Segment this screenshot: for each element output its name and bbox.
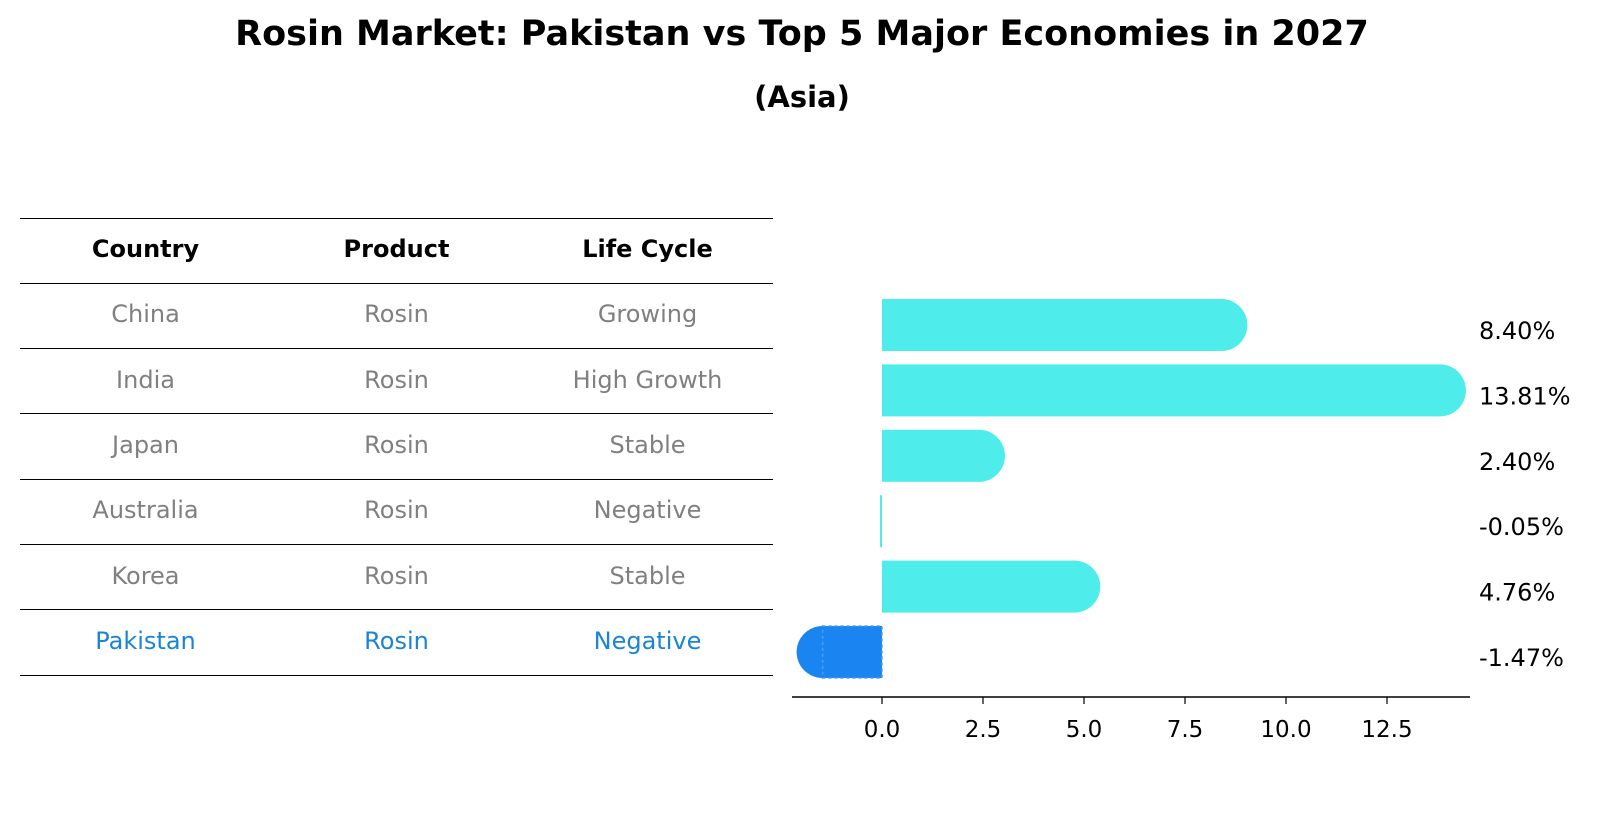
value-label: 8.40%	[1479, 317, 1555, 345]
chart-title: Rosin Market: Pakistan vs Top 5 Major Ec…	[235, 14, 1369, 54]
bar-body	[879, 495, 882, 548]
table-cell-life-cycle: Stable	[609, 562, 686, 590]
table-rule	[20, 413, 773, 414]
bar-cap	[1048, 560, 1101, 613]
bar-korea	[882, 560, 1101, 613]
table-cell-product: Rosin	[364, 627, 429, 655]
table-cell-life-cycle: Growing	[597, 300, 698, 328]
bar-body	[882, 364, 1440, 417]
table-rule	[20, 609, 773, 610]
table-cell-product: Rosin	[364, 496, 429, 524]
x-tick-label: 7.5	[1167, 717, 1204, 743]
table-rule	[20, 544, 773, 545]
x-tick-label: 10.0	[1260, 717, 1311, 743]
table-cell-life-cycle: Negative	[593, 496, 702, 524]
header-country: Country	[91, 235, 200, 263]
table-cell-country: Japan	[112, 431, 179, 459]
x-tick-label: 0.0	[864, 717, 901, 743]
bar-india	[882, 364, 1466, 417]
table-rule	[20, 675, 773, 676]
table-cell-country: China	[111, 300, 180, 328]
value-label: 2.40%	[1479, 448, 1555, 476]
x-tick-label: 2.5	[965, 717, 1002, 743]
bar-cap	[1195, 299, 1248, 351]
table-cell-country: Pakistan	[95, 627, 196, 655]
x-tick-label: 5.0	[1066, 717, 1103, 743]
bar-cap	[1413, 364, 1466, 417]
header-life-cycle: Life Cycle	[582, 235, 713, 263]
bar-body	[882, 299, 1222, 351]
bar-japan	[882, 429, 1005, 482]
bar-pakistan	[796, 625, 883, 679]
bar-outline	[821, 625, 883, 679]
value-label: -1.47%	[1479, 644, 1564, 672]
table-cell-product: Rosin	[364, 431, 429, 459]
value-label: 13.81%	[1479, 382, 1571, 410]
value-label: -0.05%	[1479, 513, 1564, 541]
table-cell-product: Rosin	[364, 366, 429, 394]
bar-china	[882, 299, 1248, 351]
bar-australia	[879, 495, 882, 548]
table-rule	[20, 348, 773, 349]
table-cell-product: Rosin	[364, 300, 429, 328]
chart-subtitle: (Asia)	[754, 80, 850, 114]
table-cell-country: Korea	[111, 562, 180, 590]
bar-cap	[796, 626, 849, 678]
bar-body	[882, 560, 1075, 613]
table-cell-product: Rosin	[364, 562, 429, 590]
table-cell-country: Australia	[92, 496, 199, 524]
table-rule	[20, 283, 773, 284]
table-cell-life-cycle: Stable	[609, 431, 686, 459]
table-rule	[20, 218, 773, 219]
x-tick-label: 12.5	[1361, 717, 1412, 743]
table-cell-country: India	[116, 366, 175, 394]
table-cell-life-cycle: Negative	[593, 627, 702, 655]
table-cell-life-cycle: High Growth	[572, 366, 723, 394]
table-rule	[20, 479, 773, 480]
value-label: 4.76%	[1479, 579, 1555, 607]
bar-cap	[952, 429, 1005, 482]
header-product: Product	[343, 235, 450, 263]
